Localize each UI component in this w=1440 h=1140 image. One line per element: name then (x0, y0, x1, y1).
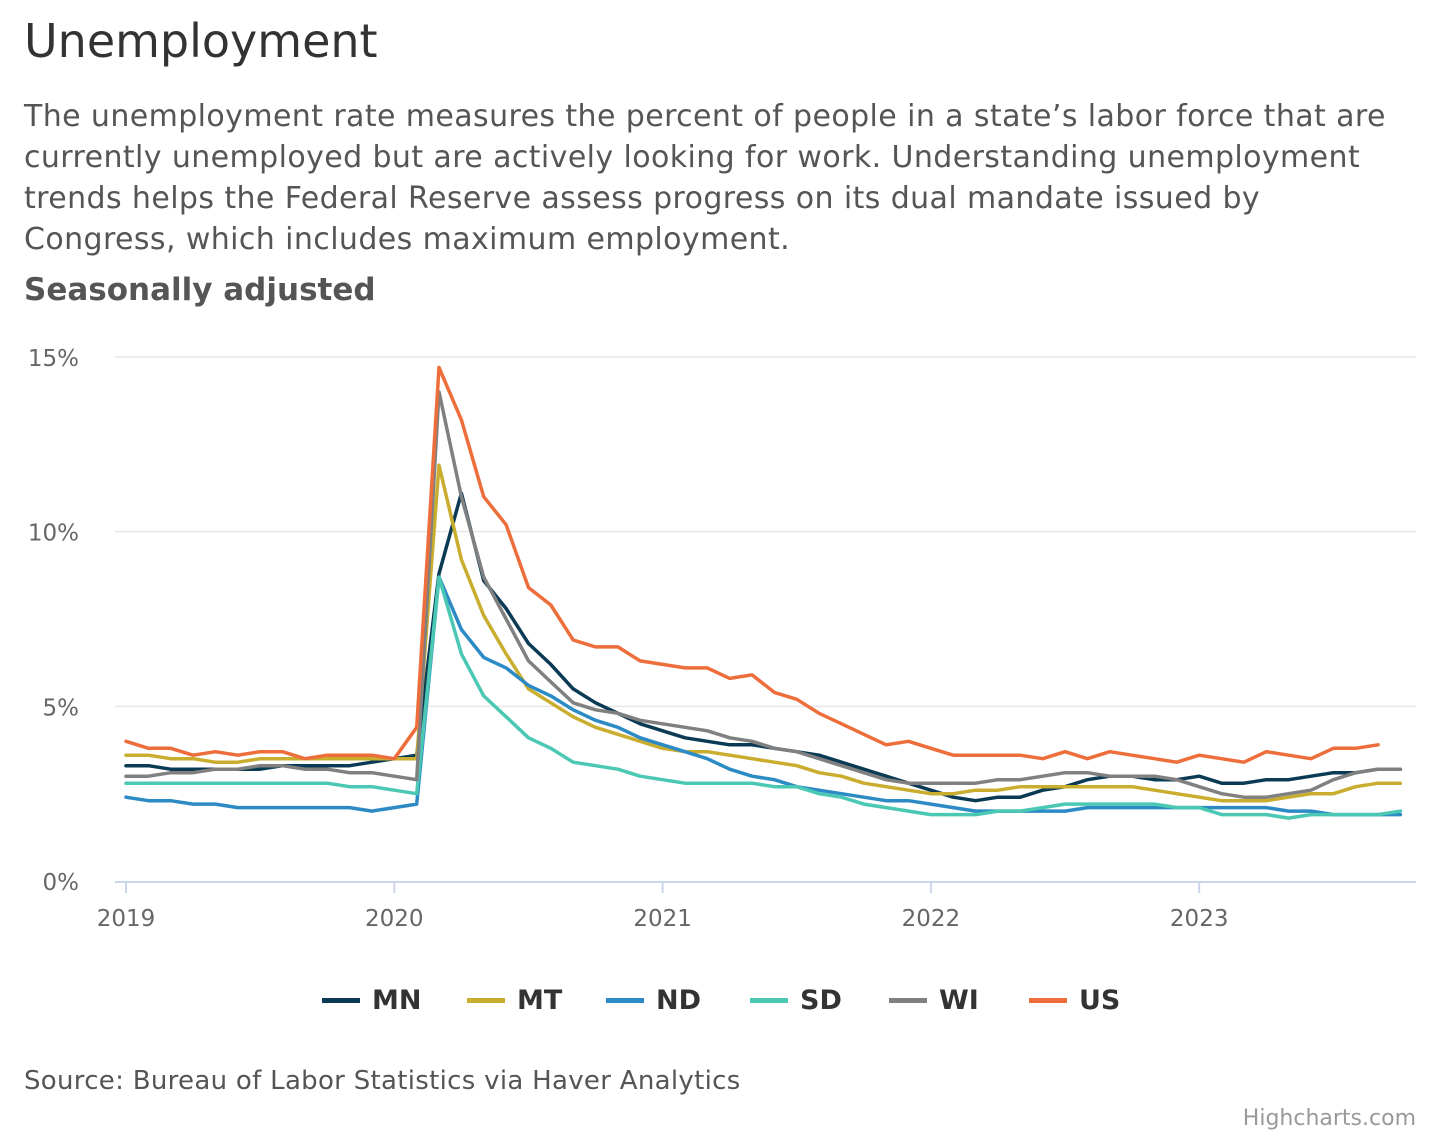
legend-swatch (889, 997, 927, 1003)
series-line-wi[interactable] (124, 390, 1403, 799)
axes: 0% 5% 10% 15% 2019 2020 2021 2022 2023 (28, 346, 1416, 932)
x-tick-label: 2021 (633, 906, 692, 932)
description-line: The unemployment rate measures the perce… (24, 99, 1386, 134)
legend-item-wi[interactable]: WI (889, 980, 979, 1020)
legend-label: US (1079, 984, 1121, 1016)
chart-legend: MN MT ND SD WI US (0, 980, 1440, 1020)
legend-label: ND (656, 984, 702, 1016)
series-line-us[interactable] (124, 365, 1380, 764)
legend-swatch (750, 997, 788, 1003)
x-tick-label: 2020 (365, 906, 424, 932)
description-line: trends helps the Federal Reserve assess … (24, 181, 1261, 216)
legend-swatch (467, 997, 505, 1003)
series-line-mt[interactable] (124, 463, 1403, 803)
series-line-mn[interactable] (124, 491, 1403, 803)
legend-label: MN (372, 984, 422, 1016)
source-note: Source: Bureau of Labor Statistics via H… (24, 1066, 741, 1096)
y-tick-label: 0% (43, 870, 80, 896)
chart-subtitle: Seasonally adjusted (24, 272, 376, 308)
description-line: currently unemployed but are actively lo… (24, 140, 1361, 175)
legend-label: MT (517, 984, 563, 1016)
series-line-sd[interactable] (124, 575, 1403, 820)
x-tick-label: 2019 (97, 906, 156, 932)
legend-item-sd[interactable]: SD (750, 980, 842, 1020)
chart-description: The unemployment rate measures the perce… (24, 96, 1440, 260)
legend-item-nd[interactable]: ND (606, 980, 701, 1020)
y-tick-label: 15% (28, 346, 79, 372)
series-lines (124, 365, 1403, 820)
legend-item-mt[interactable]: MT (467, 980, 562, 1020)
legend-label: WI (939, 984, 979, 1016)
y-tick-label: 10% (28, 521, 79, 547)
legend-swatch (606, 997, 644, 1003)
y-tick-label: 5% (43, 695, 80, 721)
legend-label: SD (800, 984, 842, 1016)
legend-item-mn[interactable]: MN (322, 980, 421, 1020)
legend-item-us[interactable]: US (1029, 980, 1120, 1020)
credits-link[interactable]: Highcharts.com (1242, 1106, 1416, 1131)
chart-title: Unemployment (24, 14, 378, 68)
x-tick-label: 2023 (1170, 906, 1229, 932)
line-chart: 0% 5% 10% 15% 2019 2020 2021 2022 2023 (28, 346, 1416, 932)
legend-swatch (322, 997, 360, 1003)
description-line: Congress, which includes maximum employm… (24, 222, 791, 257)
grid-lines (115, 356, 1416, 708)
x-tick-label: 2022 (902, 906, 961, 932)
legend-swatch (1029, 997, 1067, 1003)
